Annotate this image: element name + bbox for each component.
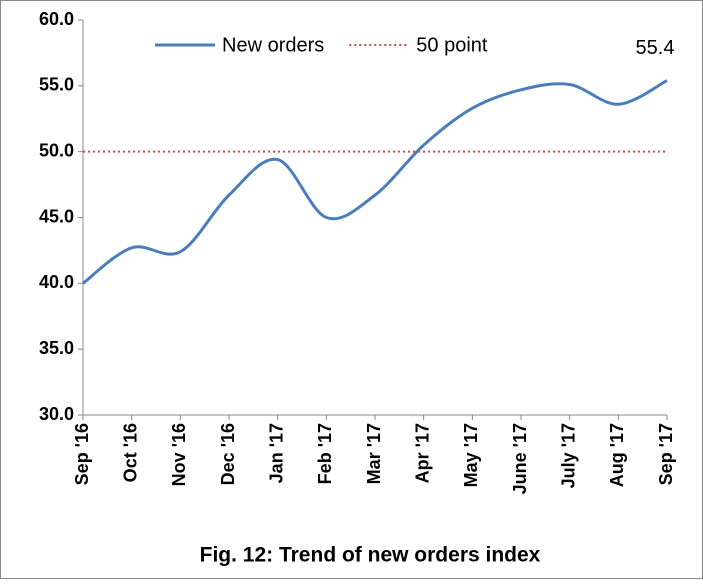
y-tick-label: 30.0 [39,404,74,424]
y-tick-label: 55.0 [39,75,74,95]
x-tick-label: Mar '17 [364,423,384,484]
x-tick-label: Oct '16 [120,423,140,482]
x-tick-label: Jan '17 [266,423,286,483]
legend-label: 50 point [416,34,488,56]
y-tick-label: 50.0 [39,140,74,160]
x-tick-label: Feb '17 [315,423,335,484]
series-line [82,79,668,285]
y-tick-label: 35.0 [39,338,74,358]
y-tick-label: 45.0 [39,206,74,226]
x-tick-label: Dec '16 [218,423,238,485]
x-tick-label: July '17 [558,423,578,488]
x-tick-label: May '17 [461,423,481,487]
x-tick-label: Sep '17 [656,423,676,485]
legend-label: New orders [222,34,324,56]
x-tick-label: Nov '16 [169,423,189,486]
y-tick-label: 40.0 [39,272,74,292]
x-tick-label: Apr '17 [412,423,432,483]
y-tick-label: 60.0 [39,9,74,29]
data-label: 55.4 [636,37,675,59]
x-tick-label: Sep '16 [72,423,92,485]
x-tick-label: June '17 [510,423,530,494]
x-tick-label: Aug '17 [607,423,627,487]
chart-title: Fig. 12: Trend of new orders index [200,544,541,567]
